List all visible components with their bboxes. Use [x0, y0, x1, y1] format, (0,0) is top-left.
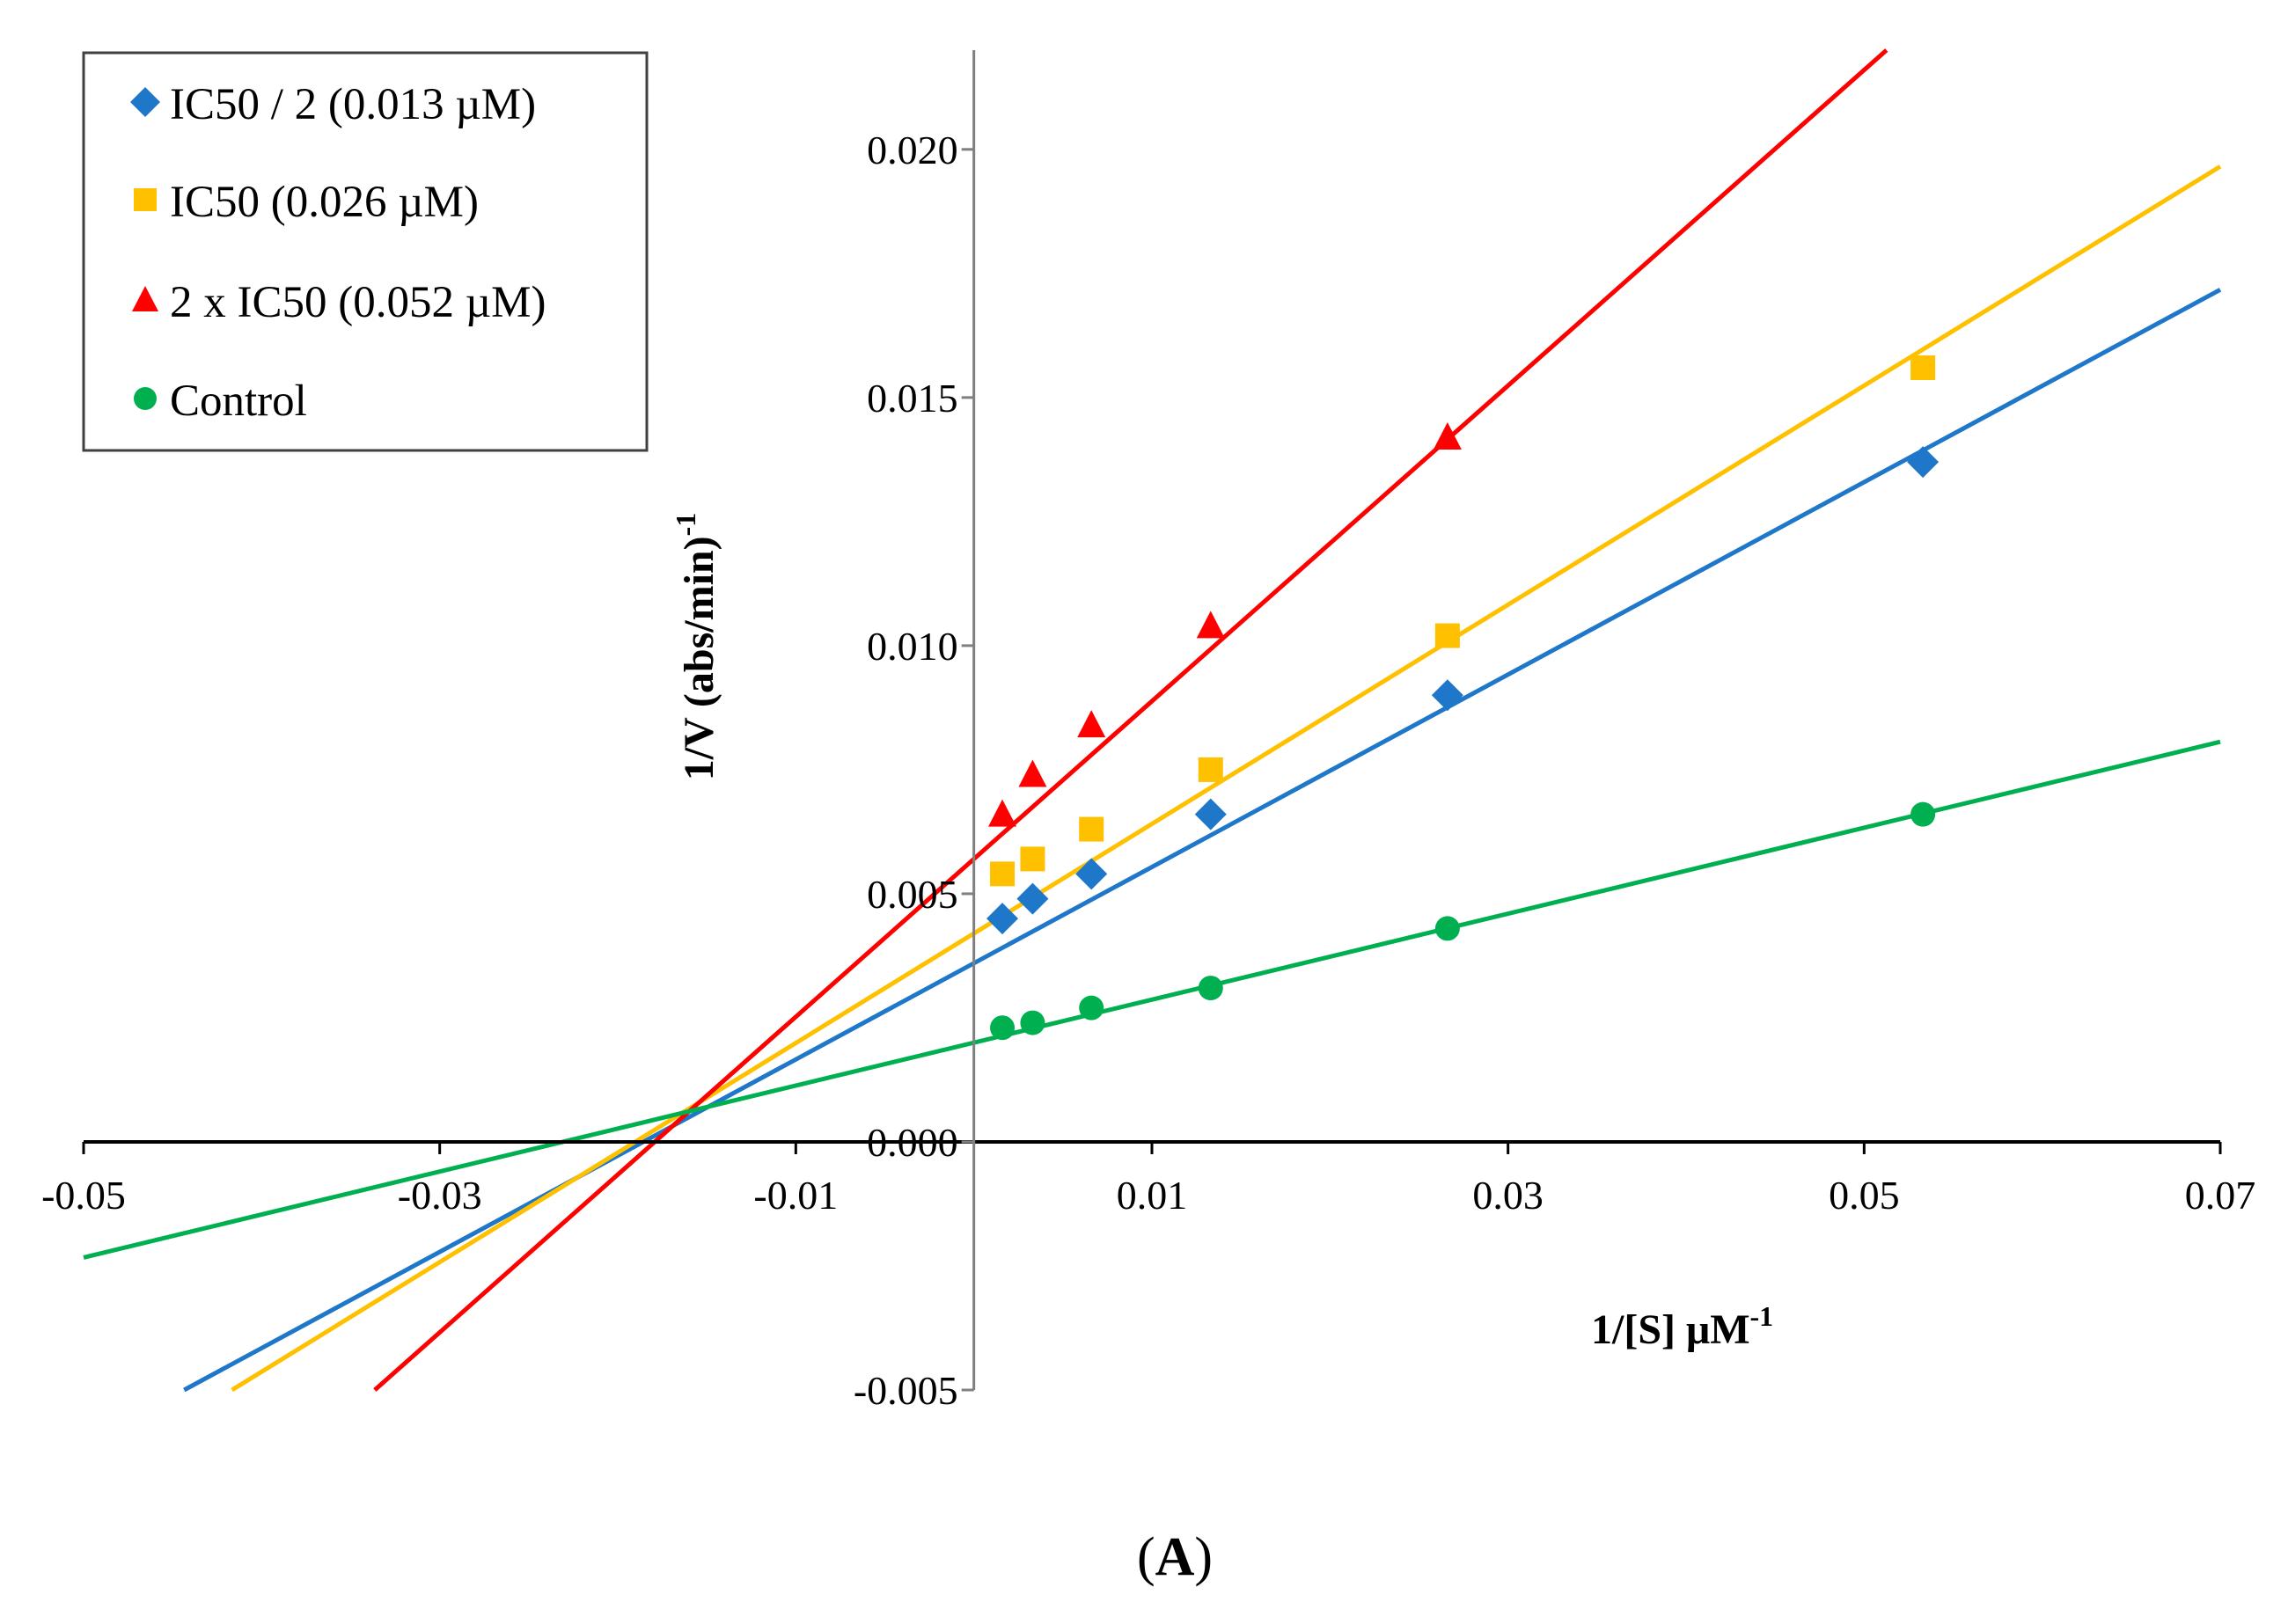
data-point: [1020, 846, 1045, 872]
trendline: [183, 288, 2222, 1393]
data-point: [1198, 976, 1223, 1001]
legend-label: IC50 (0.026 µM): [170, 178, 479, 227]
legend-marker: [130, 87, 160, 117]
x-tick-label: 0.01: [1117, 1173, 1188, 1218]
legend-marker: [134, 188, 157, 211]
data-point: [988, 799, 1017, 827]
y-tick-label: 0.005: [867, 872, 958, 917]
data-point: [1198, 757, 1223, 782]
data-point: [1433, 421, 1462, 450]
data-point: [1196, 611, 1225, 639]
data-point: [1434, 916, 1460, 941]
x-tick-label: 0.05: [1829, 1173, 1900, 1218]
y-tick-label: -0.005: [854, 1368, 958, 1413]
data-point: [1434, 623, 1460, 648]
legend-box: [82, 51, 649, 452]
data-point: [1910, 801, 1936, 827]
data-point: [1016, 882, 1049, 915]
data-point: [1018, 759, 1047, 787]
data-point: [990, 1015, 1016, 1041]
legend: IC50 / 2 (0.013 µM) IC50 (0.026 µM) 2 x IC…: [82, 51, 649, 452]
legend-label: 2 x IC50 (0.052 µM): [170, 278, 546, 327]
data-point: [1907, 446, 1940, 479]
data-point: [1194, 798, 1227, 830]
y-tick-label: 0.010: [867, 624, 958, 669]
data-point: [1079, 995, 1104, 1020]
data-point: [986, 903, 1019, 935]
x-tick-label: 0.03: [1472, 1173, 1544, 1218]
y-tick-label: 0.020: [867, 128, 958, 172]
data-point: [990, 861, 1016, 887]
legend-label: Control: [170, 377, 307, 426]
x-tick-label: 0.07: [2185, 1173, 2256, 1218]
legend-marker: [134, 387, 157, 410]
y-axis-title: 1/V (abs/min)-1: [670, 513, 722, 780]
x-tick-label: -0.01: [753, 1173, 838, 1218]
y-axis-ticks: -0.005 0.000 0.005 0.010 0.015 0.020: [854, 128, 974, 1413]
x-axis-title: 1/[S] μM-1: [1591, 1300, 1773, 1353]
data-point: [1077, 710, 1106, 738]
data-point: [1075, 858, 1108, 890]
trendlines: [83, 48, 2222, 1393]
data-point: [1910, 355, 1936, 381]
data-point: [1431, 679, 1463, 712]
legend-label: IC50 / 2 (0.013 µM): [170, 80, 536, 129]
x-tick-label: -0.05: [41, 1173, 126, 1218]
x-tick-label: -0.03: [398, 1173, 482, 1218]
data-point: [1020, 1010, 1045, 1035]
y-tick-label: 0.015: [867, 376, 958, 421]
x-axis-ticks: -0.05 -0.03 -0.01 0.01 0.03 0.05 0.07: [41, 1141, 2256, 1218]
data-points: [986, 355, 1940, 1041]
trendline: [231, 165, 2222, 1393]
panel-label: (A): [1137, 1527, 1213, 1587]
trendline: [83, 739, 2221, 1260]
data-point: [1079, 816, 1104, 842]
trendline: [373, 48, 1888, 1392]
y-tick-label: 0.000: [867, 1120, 958, 1165]
legend-marker: [132, 286, 158, 311]
